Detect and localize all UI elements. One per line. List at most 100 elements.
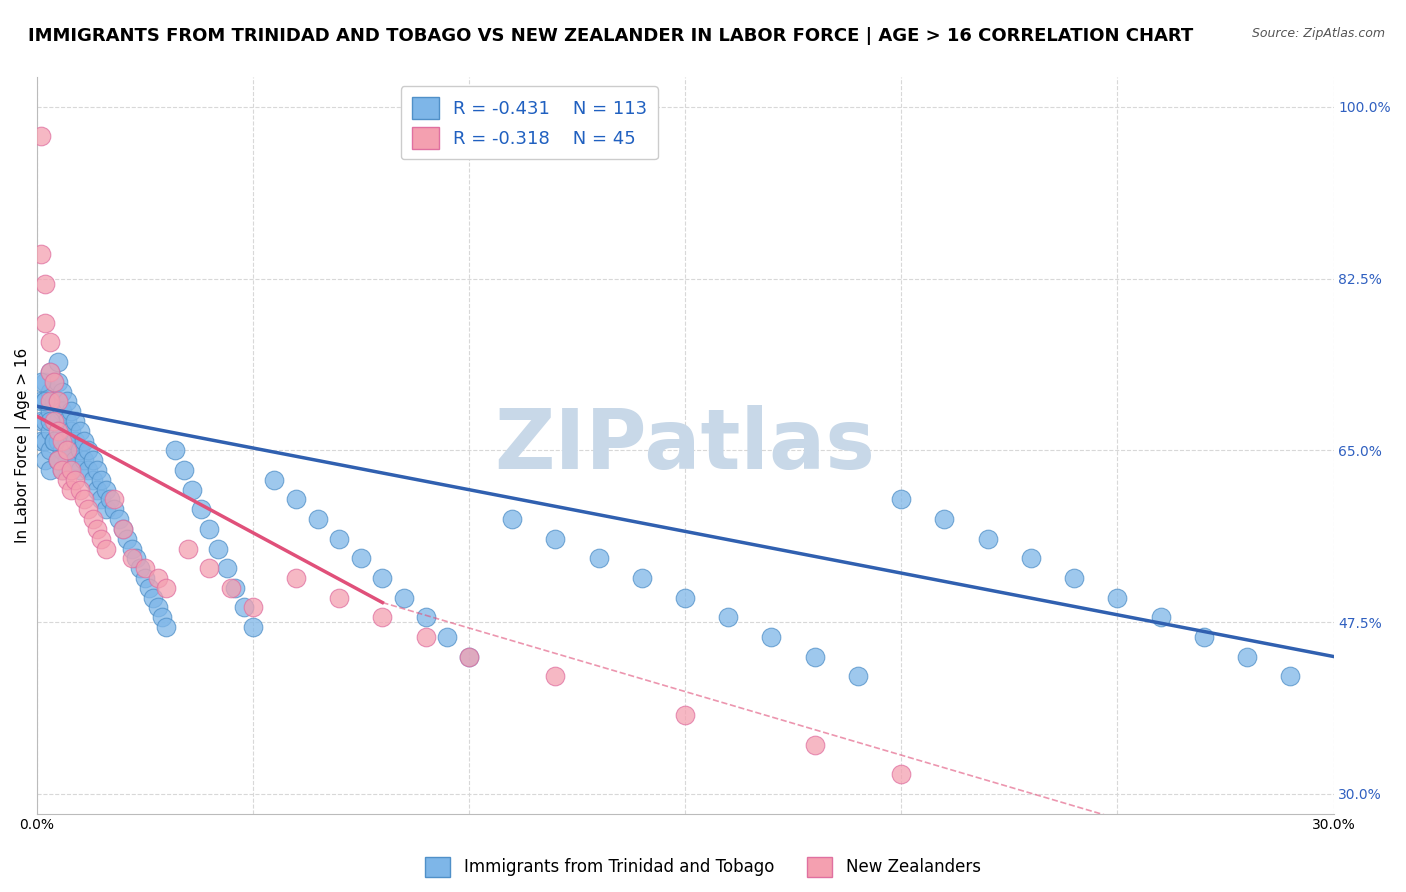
Point (107, 512, 129, 526)
Point (38, 384, 60, 399)
Point (65, 414, 87, 428)
Point (51, 424, 73, 438)
Point (890, 492, 912, 507)
Point (34, 375, 56, 389)
Point (46, 453, 69, 467)
Point (38, 443, 60, 458)
Point (1236, 649, 1258, 664)
Point (350, 551, 373, 566)
Point (138, 581, 160, 595)
Point (134, 571, 156, 585)
Point (630, 571, 652, 585)
Point (46, 453, 69, 467)
Point (38, 463, 60, 477)
Point (60, 443, 83, 458)
Point (1107, 591, 1129, 605)
Point (42, 375, 65, 389)
Point (150, 610, 173, 624)
Point (761, 630, 783, 644)
Point (392, 591, 415, 605)
Point (198, 561, 221, 575)
Point (846, 669, 869, 683)
Point (181, 483, 204, 497)
Point (198, 522, 221, 536)
Point (129, 561, 152, 575)
Point (51, 463, 73, 477)
Point (146, 600, 169, 615)
Point (30, 394, 52, 409)
Point (42, 414, 65, 428)
Point (284, 492, 307, 507)
Point (38, 365, 60, 379)
Point (142, 591, 165, 605)
Point (34, 414, 56, 428)
Text: IMMIGRANTS FROM TRINIDAD AND TOBAGO VS NEW ZEALANDER IN LABOR FORCE | AGE > 16 C: IMMIGRANTS FROM TRINIDAD AND TOBAGO VS N… (28, 27, 1194, 45)
Point (94, 541, 117, 556)
Point (82, 512, 104, 526)
Point (155, 581, 177, 595)
Point (371, 571, 394, 585)
Point (371, 610, 394, 624)
Point (46, 375, 69, 389)
Point (38, 424, 60, 438)
Point (30, 129, 52, 144)
Point (60, 404, 83, 418)
Point (111, 522, 134, 536)
Point (1192, 630, 1215, 644)
Point (56, 443, 79, 458)
Point (82, 473, 104, 487)
Point (1019, 551, 1042, 566)
Point (242, 600, 264, 615)
Point (30, 375, 52, 389)
Point (134, 561, 156, 575)
Point (98, 492, 121, 507)
Point (673, 708, 696, 723)
Point (38, 335, 60, 350)
Point (69, 463, 91, 477)
Point (56, 434, 79, 448)
Point (34, 277, 56, 291)
Point (46, 424, 69, 438)
Point (34, 453, 56, 467)
Point (69, 443, 91, 458)
Point (30, 434, 52, 448)
Point (73, 492, 96, 507)
Point (111, 522, 134, 536)
Point (207, 541, 229, 556)
Point (60, 424, 83, 438)
Point (242, 620, 264, 634)
Point (86, 522, 108, 536)
Point (77, 463, 100, 477)
Point (73, 434, 96, 448)
Point (803, 649, 825, 664)
Point (60, 463, 83, 477)
Point (215, 561, 238, 575)
Point (717, 610, 740, 624)
Point (42, 414, 65, 428)
Point (125, 551, 148, 566)
Point (34, 434, 56, 448)
Point (51, 384, 73, 399)
Text: ZIPatlas: ZIPatlas (495, 405, 876, 486)
Point (103, 492, 125, 507)
Point (117, 532, 139, 546)
Point (86, 483, 108, 497)
Point (1063, 571, 1085, 585)
Point (501, 512, 523, 526)
Point (90, 473, 112, 487)
Point (146, 571, 169, 585)
Point (976, 532, 998, 546)
Point (46, 394, 69, 409)
Point (457, 649, 479, 664)
Point (51, 404, 73, 418)
Point (890, 767, 912, 781)
Point (60, 483, 83, 497)
Point (46, 434, 69, 448)
Point (90, 532, 112, 546)
Point (163, 443, 186, 458)
Point (77, 443, 100, 458)
Point (224, 581, 246, 595)
Point (69, 483, 91, 497)
Point (56, 453, 79, 467)
Point (173, 463, 195, 477)
